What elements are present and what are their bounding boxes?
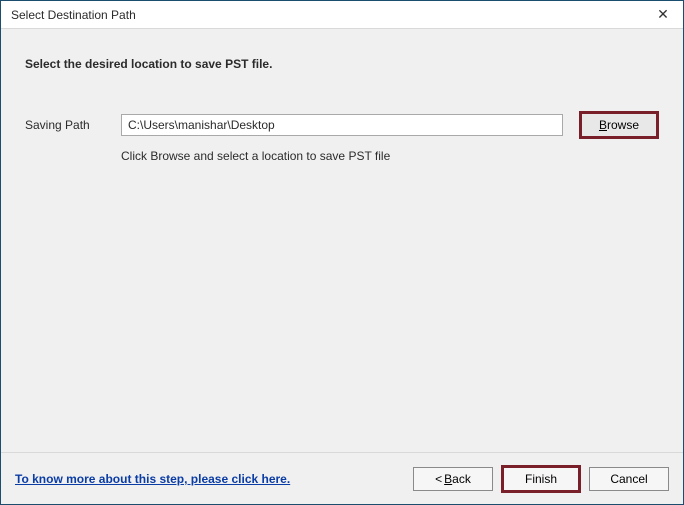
help-link[interactable]: To know more about this step, please cli… xyxy=(15,472,290,486)
saving-path-row: Saving Path Browse xyxy=(25,111,659,139)
window-title: Select Destination Path xyxy=(7,8,136,22)
browse-button-label: Browse xyxy=(599,118,639,132)
dialog-window: Select Destination Path ✕ Select the des… xyxy=(0,0,684,505)
instruction-text: Select the desired location to save PST … xyxy=(25,57,659,71)
hint-text: Click Browse and select a location to sa… xyxy=(121,149,659,163)
content-area: Select the desired location to save PST … xyxy=(1,29,683,452)
cancel-button-label: Cancel xyxy=(610,472,647,486)
finish-button-label: Finish xyxy=(525,472,557,486)
back-button-label: Back xyxy=(444,472,471,486)
cancel-button[interactable]: Cancel xyxy=(589,467,669,491)
finish-button[interactable]: Finish xyxy=(501,465,581,493)
back-button[interactable]: < Back xyxy=(413,467,493,491)
back-button-prefix: < xyxy=(435,472,442,486)
saving-path-input[interactable] xyxy=(121,114,563,136)
footer: To know more about this step, please cli… xyxy=(1,452,683,504)
close-icon[interactable]: ✕ xyxy=(649,6,677,23)
titlebar: Select Destination Path ✕ xyxy=(1,1,683,29)
saving-path-label: Saving Path xyxy=(25,118,105,132)
browse-button[interactable]: Browse xyxy=(579,111,659,139)
button-group: < Back Finish Cancel xyxy=(413,465,669,493)
